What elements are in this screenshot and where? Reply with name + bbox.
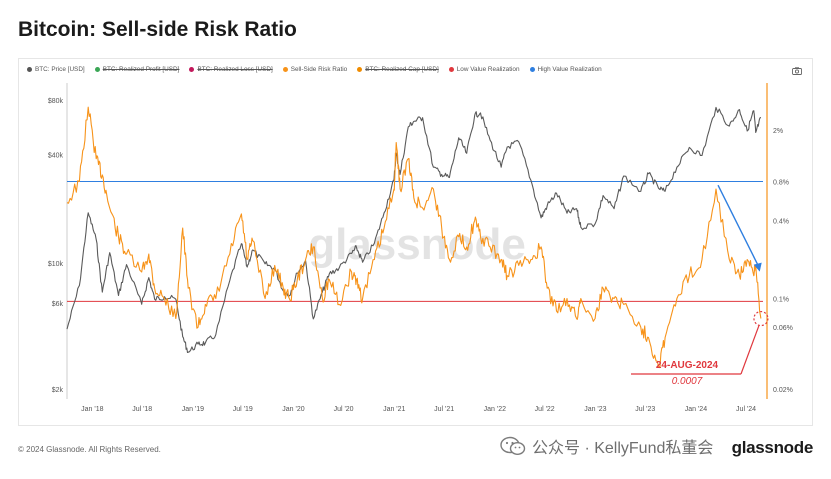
x-axis-tick-label: Jan '20 [282, 406, 304, 413]
annotation-value: 0.0007 [672, 376, 703, 387]
chart-plot: glassnode $2k $6k $10k $40k $80k 0.02% 0.06% 0.1… [48, 83, 793, 413]
right-axis-tick-label: 0.1% [773, 296, 789, 303]
x-axis-tick-label: Jul '20 [334, 406, 354, 413]
legend-label: Low Value Realization [456, 66, 520, 73]
footer-copyright: © 2024 Glassnode. All Rights Reserved. [18, 445, 161, 454]
x-axis-tick-label: Jan '21 [383, 406, 405, 413]
legend-label: BTC: Realized Profit [USD] [102, 66, 180, 73]
x-axis-tick-label: Jul '19 [233, 406, 253, 413]
legend-item[interactable]: BTC: Price [USD] [27, 66, 85, 73]
social-watermark-text: 公众号 · KellyFund私董会 [532, 440, 714, 457]
legend-item[interactable]: Low Value Realization [448, 66, 520, 73]
series-line-sell-side-risk-ratio [66, 106, 762, 369]
x-axis-tick-label: Jan '23 [584, 406, 606, 413]
x-axis-tick-label: Jul '22 [535, 406, 555, 413]
page-title: Bitcoin: Sell-side Risk Ratio [18, 18, 297, 41]
wechat-icon [500, 436, 526, 456]
camera-icon[interactable] [792, 67, 802, 75]
legend-item[interactable]: BTC: Realized Loss [USD] [189, 66, 273, 73]
legend-item[interactable]: BTC: Realized Cap [USD] [357, 66, 439, 73]
annotation-date: 24-AUG-2024 [656, 360, 719, 371]
chart-card: BTC: Price [USD] BTC: Realized Profit [US… [18, 58, 813, 426]
annotation-leader [740, 325, 760, 375]
left-axis-tick-label: $10k [48, 261, 64, 268]
legend-dot [282, 67, 288, 72]
legend-item[interactable]: High Value Realization [529, 66, 602, 73]
trend-arrow [717, 184, 761, 269]
x-axis-tick-label: Jul '18 [132, 406, 152, 413]
right-axis-tick-label: 0.8% [773, 180, 789, 187]
legend-dot [27, 67, 32, 72]
legend-label: BTC: Price [USD] [35, 66, 85, 73]
left-axis-tick-label: $80k [48, 98, 64, 105]
chart-legend: BTC: Price [USD] BTC: Realized Profit [US… [27, 66, 602, 73]
left-axis-tick-label: $6k [52, 301, 64, 308]
x-axis-tick-label: Jul '23 [635, 406, 655, 413]
legend-dot [189, 67, 195, 72]
legend-dot [448, 67, 454, 72]
x-axis-tick-label: Jan '18 [81, 406, 103, 413]
trend-arrow-head [753, 262, 762, 272]
legend-label: Sell-Side Risk Ratio [290, 66, 348, 73]
right-axis-tick-label: 0.4% [773, 219, 789, 226]
x-axis-tick-label: Jul '21 [434, 406, 454, 413]
right-axis-tick-label: 0.06% [773, 325, 793, 332]
x-axis-tick-label: Jan '24 [685, 406, 707, 413]
legend-dot [529, 67, 535, 72]
right-axis-tick-label: 0.02% [773, 387, 793, 394]
annotation-circle [753, 310, 769, 327]
chart-watermark: glassnode [308, 220, 526, 269]
legend-label: BTC: Realized Loss [USD] [197, 66, 273, 73]
right-axis-tick-label: 2% [773, 128, 783, 135]
left-axis-tick-label: $2k [52, 387, 64, 394]
x-axis-tick-label: Jul '24 [736, 406, 756, 413]
legend-label: High Value Realization [537, 66, 602, 73]
x-axis-tick-label: Jan '19 [182, 406, 204, 413]
legend-label: BTC: Realized Cap [USD] [365, 66, 439, 73]
left-axis-tick-label: $40k [48, 152, 64, 159]
x-axis-tick-label: Jan '22 [484, 406, 506, 413]
legend-item[interactable]: Sell-Side Risk Ratio [282, 66, 348, 73]
brand-logo: glassnode [731, 438, 814, 457]
legend-dot [357, 67, 363, 72]
legend-dot [94, 67, 100, 72]
legend-item[interactable]: BTC: Realized Profit [USD] [94, 66, 180, 73]
series-line-btc-price [66, 106, 762, 354]
social-watermark: 公众号 · KellyFund私董会 [500, 434, 713, 458]
